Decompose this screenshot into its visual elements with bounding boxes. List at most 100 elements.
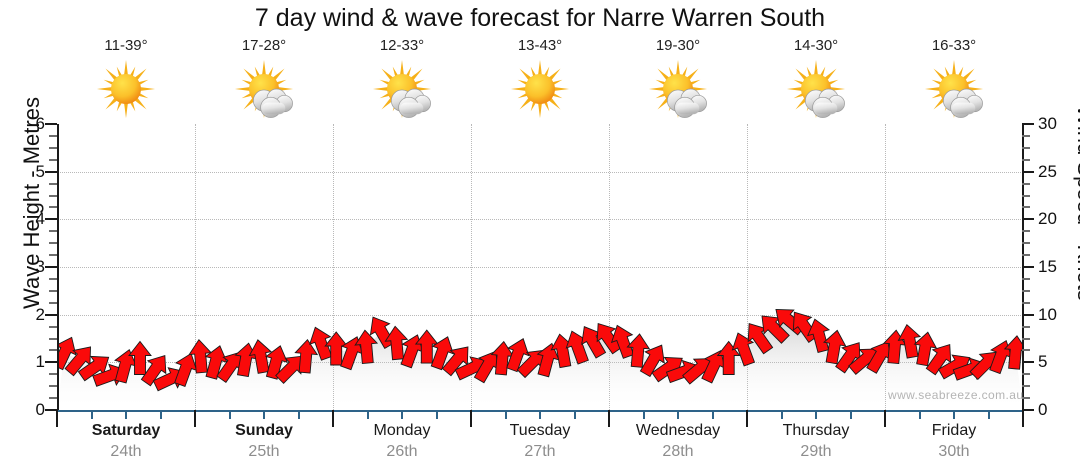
left-axis-line bbox=[57, 124, 59, 411]
wind-direction-arrow bbox=[581, 326, 607, 359]
axis-tick bbox=[49, 206, 57, 209]
wind-direction-arrow bbox=[473, 350, 499, 384]
axis-tick bbox=[45, 361, 57, 364]
day-date: 24th bbox=[110, 443, 142, 460]
axis-tick bbox=[1022, 397, 1030, 400]
day-date: 25th bbox=[248, 443, 280, 460]
axis-tick bbox=[1022, 158, 1030, 161]
axis-tick bbox=[1022, 361, 1034, 364]
axis-tick bbox=[1022, 194, 1030, 197]
axis-tick bbox=[1022, 182, 1030, 185]
wind-direction-arrow bbox=[309, 326, 333, 361]
wind-direction-arrow bbox=[248, 339, 273, 374]
axis-tick bbox=[1022, 266, 1034, 268]
axis-tick bbox=[49, 373, 57, 376]
day-temperature-range: 11-39° bbox=[104, 37, 148, 54]
sun-cloud-icon bbox=[233, 58, 295, 120]
axis-tick bbox=[49, 182, 57, 185]
axis-tick bbox=[1022, 337, 1030, 340]
axis-tick bbox=[1022, 230, 1030, 233]
right-axis-tick-label: 10 bbox=[1038, 304, 1057, 324]
wind-direction-arrow bbox=[188, 338, 213, 374]
axis-tick bbox=[1022, 349, 1030, 352]
time-tick bbox=[125, 410, 127, 419]
sun-icon bbox=[95, 58, 157, 120]
wind-direction-arrow bbox=[384, 325, 409, 361]
time-tick bbox=[815, 410, 817, 419]
right-axis-tick-label: 15 bbox=[1038, 257, 1057, 276]
axis-tick bbox=[45, 170, 57, 173]
wind-direction-arrow bbox=[265, 345, 289, 380]
wind-direction-arrow bbox=[490, 340, 515, 376]
gridline-horizontal bbox=[57, 314, 1023, 316]
axis-tick bbox=[49, 146, 57, 149]
right-axis-tick-label: 20 bbox=[1038, 209, 1057, 229]
wind-direction-arrow bbox=[822, 329, 847, 365]
gridline-horizontal bbox=[57, 171, 1023, 173]
axis-tick bbox=[49, 385, 57, 388]
right-axis-tick-label: 5 bbox=[1038, 352, 1048, 372]
axis-tick bbox=[49, 397, 57, 400]
time-tick bbox=[918, 410, 921, 419]
gridline-vertical bbox=[885, 124, 886, 410]
sun-cloud-icon bbox=[785, 58, 847, 120]
axis-tick bbox=[49, 134, 57, 137]
axis-tick bbox=[1022, 313, 1034, 316]
axis-tick bbox=[1022, 385, 1030, 388]
axis-tick bbox=[45, 266, 57, 268]
day-temperature-range: 13-43° bbox=[517, 37, 563, 54]
gridline-vertical bbox=[195, 124, 196, 410]
axis-tick bbox=[1022, 146, 1030, 149]
wind-direction-arrow bbox=[866, 341, 892, 374]
axis-tick bbox=[49, 289, 57, 292]
day-name: Thursday bbox=[782, 422, 850, 439]
axis-tick bbox=[45, 123, 57, 125]
left-axis-tick-label: 2 bbox=[35, 304, 45, 324]
wind-direction-arrow bbox=[639, 344, 665, 378]
left-axis-tick-label: 6 bbox=[35, 114, 45, 133]
day-name: Sunday bbox=[235, 422, 293, 439]
wind-direction-arrow bbox=[140, 354, 167, 387]
wind-direction-arrow bbox=[174, 352, 198, 387]
axis-tick bbox=[49, 242, 57, 245]
day-boundary-tick bbox=[884, 410, 886, 427]
axis-tick bbox=[49, 230, 57, 233]
wind-direction-arrow bbox=[216, 351, 242, 383]
time-tick bbox=[297, 410, 300, 419]
time-tick bbox=[90, 410, 93, 419]
wind-direction-arrow bbox=[506, 338, 530, 373]
wind-direction-arrow bbox=[925, 343, 952, 376]
axis-tick bbox=[49, 158, 57, 161]
wind-direction-arrow bbox=[747, 322, 774, 355]
wind-direction-arrow bbox=[64, 346, 91, 377]
wind-direction-arrow bbox=[128, 340, 152, 375]
time-tick bbox=[573, 410, 576, 419]
day-footer-strip: Saturday 24th Sunday 25th Monday 26th Tuesday 2… bbox=[57, 420, 1023, 472]
watermark: www.seabreeze.com.au bbox=[888, 388, 1024, 402]
wind-direction-arrow bbox=[441, 346, 469, 377]
wind-direction-arrow bbox=[114, 348, 138, 384]
axis-tick bbox=[49, 325, 57, 328]
day-date: 29th bbox=[800, 443, 832, 460]
gridline-vertical bbox=[471, 124, 472, 410]
time-tick bbox=[435, 410, 438, 419]
day-footer-monday: Monday 26th bbox=[333, 420, 471, 472]
day-boundary-tick bbox=[746, 410, 748, 427]
wind-direction-arrow bbox=[77, 355, 110, 382]
day-date: 26th bbox=[386, 443, 418, 460]
wind-direction-arrow bbox=[275, 355, 304, 384]
wind-direction-arrow bbox=[610, 324, 635, 359]
day-header-monday: 12-33° bbox=[333, 38, 471, 124]
wind-direction-arrow bbox=[536, 342, 560, 378]
day-boundary-tick bbox=[470, 410, 472, 427]
time-tick bbox=[263, 410, 265, 419]
left-axis-tick-label: 4 bbox=[35, 209, 45, 229]
day-footer-tuesday: Tuesday 27th bbox=[471, 420, 609, 472]
sun-cloud-icon bbox=[371, 58, 433, 120]
wind-direction-arrow bbox=[204, 345, 228, 380]
time-tick bbox=[953, 410, 955, 419]
day-footer-thursday: Thursday 29th bbox=[747, 420, 885, 472]
left-axis-tick-label: 0 bbox=[35, 400, 45, 419]
day-footer-sunday: Sunday 25th bbox=[195, 420, 333, 472]
right-axis-tick-label: 0 bbox=[1038, 400, 1048, 419]
